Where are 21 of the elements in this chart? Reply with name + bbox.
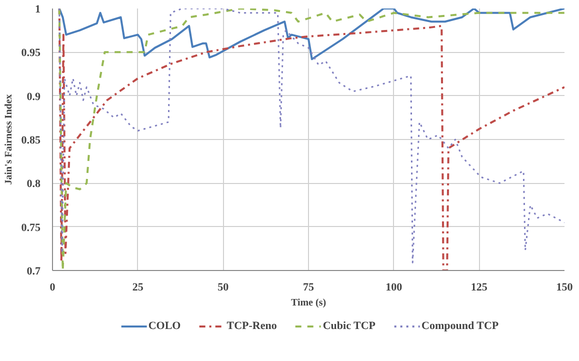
x-tick-label: 25	[132, 282, 144, 294]
x-tick-label: 50	[218, 282, 230, 294]
legend-label: Cubic TCP	[322, 320, 376, 332]
y-tick-label: 1	[35, 4, 40, 16]
legend-label: TCP-Reno	[226, 320, 277, 332]
y-tick-label: 0.7	[26, 266, 41, 278]
x-tick-label: 125	[470, 282, 488, 294]
legend-label: COLO	[148, 320, 181, 332]
x-axis-title: Time (s)	[290, 298, 326, 308]
y-tick-label: 0.85	[21, 134, 41, 146]
line-series	[58, 8, 564, 60]
x-tick-label: 75	[303, 282, 314, 294]
y-axis-title: Jain's Fairness Index	[3, 94, 14, 185]
y-tick-label: 0.9	[26, 90, 41, 103]
x-tick-label: 0	[50, 282, 56, 294]
legend-label: Compound TCP	[422, 320, 499, 332]
y-tick-label: 0.95	[21, 47, 41, 60]
y-tick-label: 0.8	[26, 178, 41, 190]
x-tick-label: 150	[556, 282, 574, 294]
x-tick-label: 100	[386, 282, 403, 294]
y-tick-label: 0.75	[21, 222, 41, 234]
